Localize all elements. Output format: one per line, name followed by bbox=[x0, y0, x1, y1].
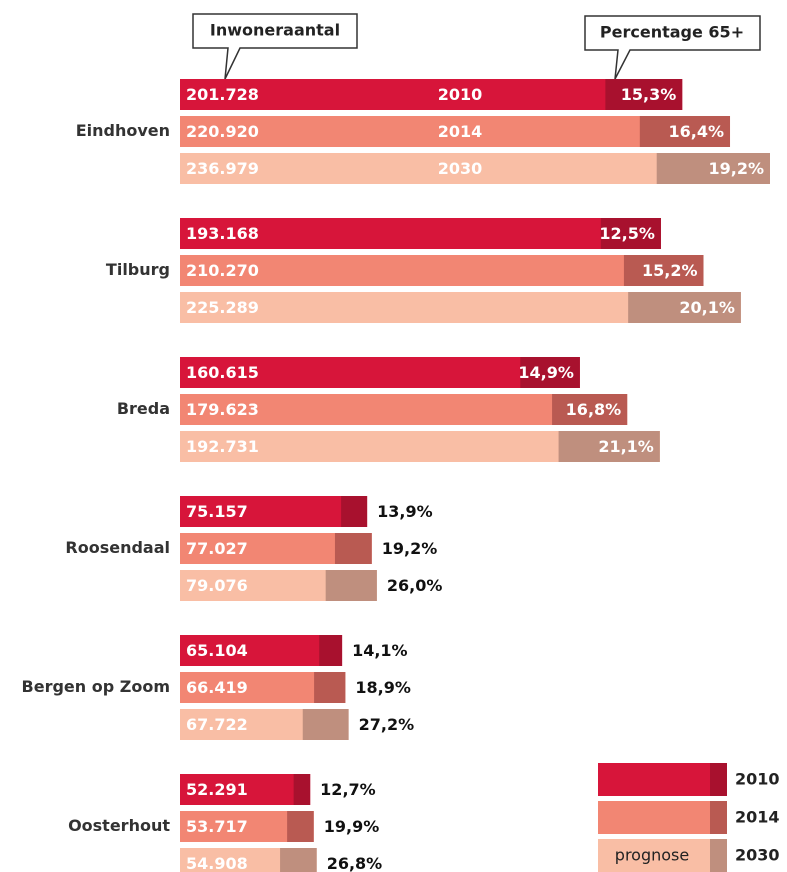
pct-label: 27,2% bbox=[359, 715, 415, 734]
value-label: 54.908 bbox=[186, 854, 248, 872]
legend-swatch bbox=[598, 763, 727, 796]
pct-segment bbox=[302, 709, 349, 740]
pct-label: 15,2% bbox=[642, 261, 698, 280]
bar bbox=[180, 218, 661, 249]
pct-label: 26,8% bbox=[327, 854, 383, 872]
pct-segment bbox=[639, 116, 731, 147]
pct-label: 19,2% bbox=[708, 159, 764, 178]
value-label: 75.157 bbox=[186, 502, 248, 521]
value-label: 236.979 bbox=[186, 159, 259, 178]
callout-percentage: Percentage 65+ bbox=[584, 15, 761, 80]
value-label: 193.168 bbox=[186, 224, 259, 243]
pct-segment bbox=[605, 79, 683, 110]
pct-segment bbox=[293, 774, 311, 805]
pct-label: 15,3% bbox=[621, 85, 677, 104]
pct-label: 12,7% bbox=[320, 780, 376, 799]
value-label: 220.920 bbox=[186, 122, 259, 141]
year-label: 2014 bbox=[438, 122, 483, 141]
pct-label: 14,9% bbox=[518, 363, 574, 382]
legend-label: 2010 bbox=[735, 770, 780, 789]
value-label: 53.717 bbox=[186, 817, 248, 836]
pct-segment bbox=[334, 533, 372, 564]
pct-segment bbox=[287, 811, 314, 842]
bar bbox=[180, 635, 343, 666]
value-label: 225.289 bbox=[186, 298, 259, 317]
pct-label: 16,8% bbox=[566, 400, 622, 419]
pct-label: 18,9% bbox=[355, 678, 411, 697]
category-label: Roosendaal bbox=[65, 538, 170, 557]
legend-swatch-pct bbox=[710, 801, 727, 834]
value-label: 210.270 bbox=[186, 261, 259, 280]
pct-segment bbox=[319, 635, 343, 666]
pct-label: 20,1% bbox=[679, 298, 735, 317]
bar bbox=[180, 79, 683, 110]
pct-segment bbox=[623, 255, 704, 286]
pct-segment bbox=[341, 496, 368, 527]
bar bbox=[180, 116, 731, 147]
legend-note: prognose bbox=[615, 846, 689, 865]
value-label: 52.291 bbox=[186, 780, 248, 799]
pct-label: 19,2% bbox=[382, 539, 438, 558]
pct-label: 21,1% bbox=[598, 437, 654, 456]
value-label: 79.076 bbox=[186, 576, 248, 595]
value-label: 77.027 bbox=[186, 539, 248, 558]
value-label: 66.419 bbox=[186, 678, 248, 697]
bar bbox=[180, 357, 580, 388]
category-label: Tilburg bbox=[106, 260, 170, 279]
pct-label: 13,9% bbox=[377, 502, 433, 521]
pct-segment bbox=[656, 153, 770, 184]
value-label: 67.722 bbox=[186, 715, 248, 734]
legend-swatch bbox=[598, 839, 727, 872]
legend-swatch bbox=[598, 801, 727, 834]
bar bbox=[180, 496, 368, 527]
callout-label: Inwoneraantal bbox=[210, 21, 340, 40]
value-label: 179.623 bbox=[186, 400, 259, 419]
value-label: 201.728 bbox=[186, 85, 259, 104]
category-label: Oosterhout bbox=[68, 816, 170, 835]
year-label: 2030 bbox=[438, 159, 483, 178]
bar bbox=[180, 255, 704, 286]
value-label: 192.731 bbox=[186, 437, 259, 456]
pct-segment bbox=[628, 292, 741, 323]
legend-label: 2030 bbox=[735, 846, 780, 865]
pct-segment bbox=[520, 357, 580, 388]
pct-segment bbox=[325, 570, 377, 601]
category-label: Breda bbox=[117, 399, 170, 418]
pct-segment bbox=[600, 218, 661, 249]
pct-label: 12,5% bbox=[599, 224, 655, 243]
pct-segment bbox=[280, 848, 317, 872]
bar bbox=[180, 774, 311, 805]
pct-label: 26,0% bbox=[387, 576, 443, 595]
category-label: Bergen op Zoom bbox=[22, 677, 170, 696]
pct-segment bbox=[558, 431, 660, 462]
pct-label: 14,1% bbox=[352, 641, 408, 660]
callout-label: Percentage 65+ bbox=[600, 23, 744, 42]
value-label: 160.615 bbox=[186, 363, 259, 382]
legend-swatch-pct bbox=[710, 839, 727, 872]
category-label: Eindhoven bbox=[76, 121, 170, 140]
year-label: 2010 bbox=[438, 85, 483, 104]
pct-segment bbox=[314, 672, 346, 703]
pct-label: 19,9% bbox=[324, 817, 380, 836]
pct-segment bbox=[552, 394, 628, 425]
value-label: 65.104 bbox=[186, 641, 248, 660]
legend-swatch-pct bbox=[710, 763, 727, 796]
callout-inwoneraantal: Inwoneraantal bbox=[192, 13, 358, 80]
legend-label: 2014 bbox=[735, 808, 780, 827]
pct-label: 16,4% bbox=[669, 122, 725, 141]
